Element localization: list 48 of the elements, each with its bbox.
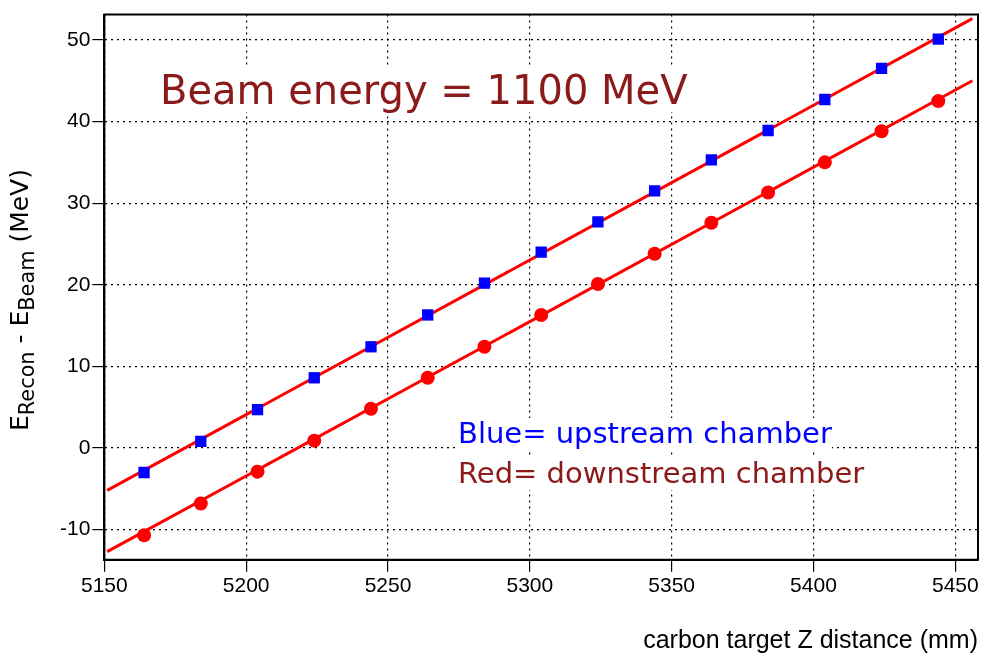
point — [874, 124, 889, 139]
annotation: Beam energy = 1100 MeV — [160, 67, 688, 113]
point — [137, 528, 152, 543]
point — [704, 215, 719, 230]
y-tick-label: 10 — [66, 353, 91, 377]
point — [761, 185, 776, 200]
point — [817, 155, 832, 170]
point — [195, 435, 207, 448]
point — [590, 276, 605, 291]
x-tick-label: 5300 — [506, 573, 554, 597]
point — [477, 339, 492, 354]
x-tick-label: 5350 — [648, 573, 696, 597]
point — [138, 466, 150, 479]
x-tick-label: 5250 — [364, 573, 412, 597]
point — [251, 403, 264, 416]
point — [931, 94, 946, 109]
point — [363, 401, 378, 416]
point — [592, 216, 604, 228]
point — [762, 124, 774, 137]
point — [535, 246, 547, 258]
point — [648, 185, 661, 197]
y-tick-label: 20 — [66, 271, 91, 295]
point — [647, 246, 662, 261]
point — [420, 370, 435, 385]
point — [819, 93, 831, 106]
x-tick-label: 5150 — [80, 573, 128, 597]
point — [534, 307, 549, 322]
x-tick-label: 5400 — [790, 573, 837, 597]
point — [307, 433, 322, 448]
annotation: Blue= upstream chamber — [458, 416, 832, 450]
point — [308, 372, 320, 384]
point — [193, 496, 208, 511]
point — [365, 341, 377, 353]
point — [422, 309, 434, 321]
x-tick-label: 5450 — [931, 573, 979, 597]
y-tick-label: 30 — [66, 189, 91, 213]
annotation: Red= downstream chamber — [458, 456, 865, 490]
point — [478, 277, 491, 289]
y-tick-label: 50 — [66, 26, 91, 50]
point — [932, 33, 944, 45]
x-tick-label: 5200 — [222, 573, 270, 597]
point — [250, 464, 265, 479]
y-tick-label: -10 — [59, 516, 91, 540]
y-tick-label: 40 — [66, 108, 91, 132]
point — [705, 154, 718, 166]
y-tick-label: 0 — [78, 434, 91, 458]
x-axis-title: carbon target Z distance (mm) — [643, 625, 978, 654]
point — [875, 62, 888, 75]
